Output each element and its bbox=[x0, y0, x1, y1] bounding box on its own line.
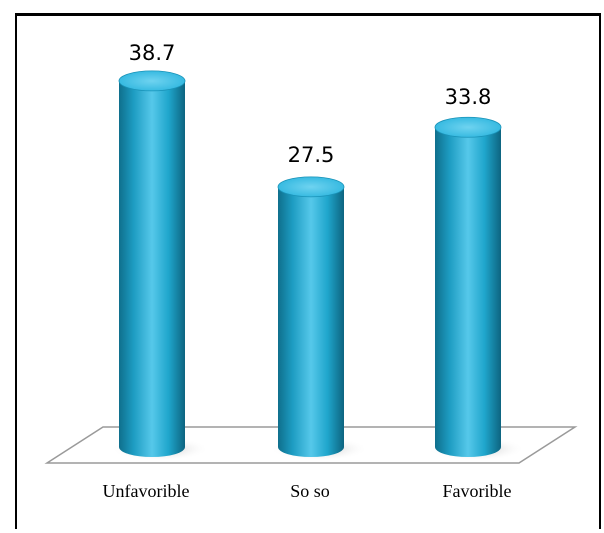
bar-so-so bbox=[270, 176, 368, 461]
bar-top-favorible bbox=[434, 116, 502, 138]
bar-top-unfavorible bbox=[118, 70, 186, 92]
chart-floor bbox=[44, 426, 578, 464]
category-label-unfavorible: Unfavorible bbox=[103, 481, 190, 501]
data-label-favorible: 33.8 bbox=[445, 85, 492, 109]
bar-body-so-so bbox=[278, 186, 344, 457]
data-label-unfavorible: 38.7 bbox=[129, 41, 176, 65]
bar-body-favorible bbox=[435, 127, 501, 457]
bar-top-so-so bbox=[277, 176, 345, 198]
data-label-so-so: 27.5 bbox=[288, 143, 335, 167]
bar-body-unfavorible bbox=[119, 80, 185, 457]
category-label-so-so: So so bbox=[290, 481, 330, 501]
category-label-favorible: Favorible bbox=[443, 481, 512, 501]
bars-layer bbox=[111, 70, 525, 461]
bar-unfavorible bbox=[111, 70, 209, 461]
bar-favorible bbox=[427, 116, 525, 461]
